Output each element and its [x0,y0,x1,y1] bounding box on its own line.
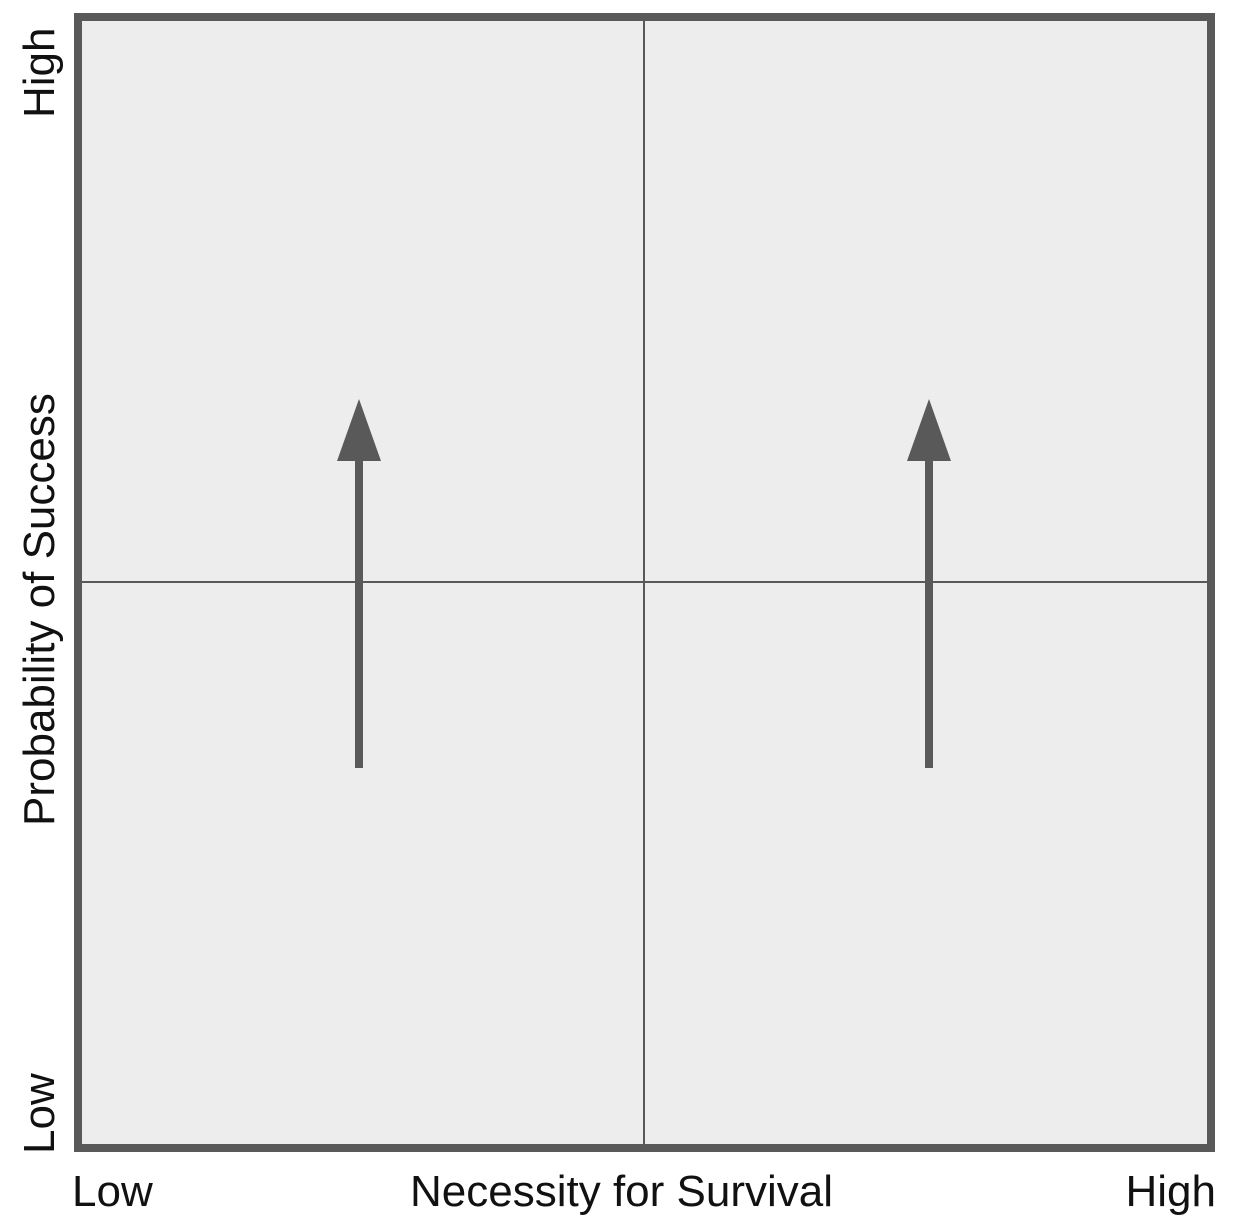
right-up-arrow [907,399,951,768]
y-axis-title: Probability of Success [15,393,64,826]
x-axis-high-label: High [1125,1167,1217,1216]
left-arrow-head [337,399,381,461]
y-axis-low-label: Low [15,1073,64,1154]
x-axis-title: Necessity for Survival [410,1167,834,1216]
y-axis-high-label: High [15,27,64,119]
x-axis-low-label: Low [72,1167,153,1216]
right-arrow-head [907,399,951,461]
left-up-arrow [337,399,381,768]
